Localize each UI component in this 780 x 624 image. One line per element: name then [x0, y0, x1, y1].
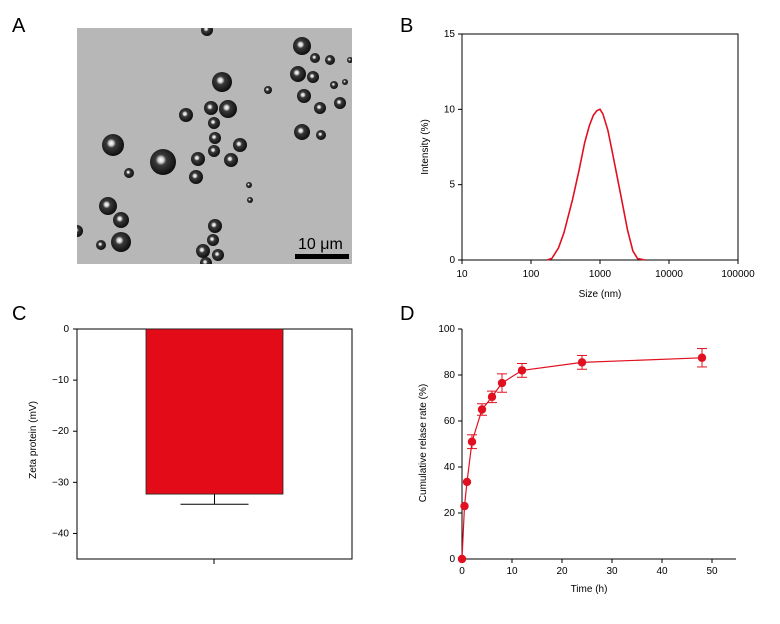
microsphere [314, 102, 326, 114]
x-tick-label-d: 30 [606, 566, 618, 577]
bar-zeta [145, 328, 284, 495]
microsphere [342, 79, 348, 85]
microsphere [208, 145, 220, 157]
plot-frame-b [461, 33, 739, 261]
microsphere [207, 234, 219, 246]
data-point-d [457, 554, 467, 564]
microsphere [111, 232, 131, 252]
y-tick-label-b: 15 [444, 29, 456, 40]
x-tick-label-d: 50 [706, 566, 718, 577]
microsphere [264, 86, 272, 94]
microsphere [201, 28, 213, 36]
y-tick-label-c: −40 [52, 528, 69, 539]
x-tick-label-b: 10 [456, 269, 468, 280]
x-tick-label-b: 100 [523, 269, 540, 280]
microsphere [219, 100, 237, 118]
x-tick-label-d: 0 [459, 566, 465, 577]
chart-panel-d: 0 10 20 30 40 50 0 20 40 60 80 100 Time (h) Cumulat… [418, 324, 736, 595]
microsphere [200, 257, 212, 264]
microsphere [290, 66, 306, 82]
microsphere [208, 219, 222, 233]
y-tick-label-b: 0 [449, 255, 455, 266]
microsphere [196, 244, 210, 258]
microsphere [334, 97, 346, 109]
y-tick-label-d: 100 [438, 324, 455, 335]
y-tick-label-c: 0 [63, 324, 69, 335]
series-line-d [461, 357, 703, 560]
data-point-d [462, 477, 472, 487]
microsphere [204, 101, 218, 115]
microsphere-group [77, 28, 352, 264]
data-point-d [497, 378, 507, 388]
scale-bar-label: 10 μm [298, 236, 343, 253]
microsphere [209, 132, 221, 144]
x-tick-label-b: 1000 [589, 269, 612, 280]
microsphere [102, 134, 124, 156]
y-axis-title-b: Intensity (%) [420, 119, 431, 175]
scale-bar [295, 254, 349, 259]
microsphere [293, 37, 311, 55]
microsphere [310, 53, 320, 63]
microsphere [99, 197, 117, 215]
microsphere [189, 170, 203, 184]
x-tick-label-d: 10 [506, 566, 518, 577]
y-tick-label-d: 40 [444, 462, 456, 473]
y-tick-label-d: 20 [444, 508, 456, 519]
y-tick-label-b: 5 [449, 180, 455, 191]
microsphere [150, 149, 176, 175]
microsphere [246, 182, 252, 188]
chart-panel-b: 10 100 1000 10000 100000 0 5 10 15 Size (nm) Int… [420, 29, 755, 300]
microsphere [191, 152, 205, 166]
y-tick-label-d: 80 [444, 370, 456, 381]
panel-letter-d: D [400, 303, 414, 325]
y-tick-label-c: −20 [52, 426, 69, 437]
microsphere [294, 124, 310, 140]
panel-letter-c: C [12, 303, 26, 325]
microsphere [212, 249, 224, 261]
microsphere [247, 197, 253, 203]
microsphere [77, 225, 83, 237]
microsphere [179, 108, 193, 122]
data-point-d [487, 392, 497, 402]
data-point-d [477, 405, 487, 414]
data-point-d [460, 501, 469, 511]
data-point-d [577, 358, 587, 367]
y-tick-label-d: 0 [449, 554, 455, 565]
microsphere [297, 89, 311, 103]
x-tick-label-d: 40 [656, 566, 668, 577]
y-axis-title-c: Zeta protein (mV) [28, 401, 39, 479]
panel-letter-a: A [12, 15, 26, 37]
microsphere [212, 72, 232, 92]
microsphere [233, 138, 247, 152]
microsphere [347, 57, 352, 63]
data-point-d [697, 353, 707, 362]
chart-panel-c: 0 −10 −20 −30 −40 Zeta protein (mV) [28, 324, 353, 564]
microsphere [330, 81, 338, 89]
micrograph-panel-a: 10 μm [77, 28, 352, 264]
y-tick-label-c: −30 [52, 477, 69, 488]
microsphere [307, 71, 319, 83]
panel-letter-b: B [400, 15, 413, 37]
data-point-d [467, 437, 477, 446]
microsphere [208, 117, 220, 129]
y-tick-label-d: 60 [444, 416, 456, 427]
series-line-b [546, 108, 646, 261]
microsphere [96, 240, 106, 250]
x-tick-label-d: 20 [556, 566, 568, 577]
microsphere [113, 212, 129, 228]
microsphere [224, 153, 238, 167]
x-tick-label-b: 100000 [721, 269, 755, 280]
data-point-d [517, 366, 527, 375]
y-axis-title-d: Cumulative relase rate (%) [418, 384, 429, 502]
x-axis-title-b: Size (nm) [579, 289, 622, 300]
y-tick-label-c: −10 [52, 375, 69, 386]
x-axis-title-d: Time (h) [571, 584, 608, 595]
microsphere [325, 55, 335, 65]
x-tick-label-b: 10000 [655, 269, 683, 280]
y-tick-label-b: 10 [444, 104, 456, 115]
microsphere [124, 168, 134, 178]
microsphere [316, 130, 326, 140]
